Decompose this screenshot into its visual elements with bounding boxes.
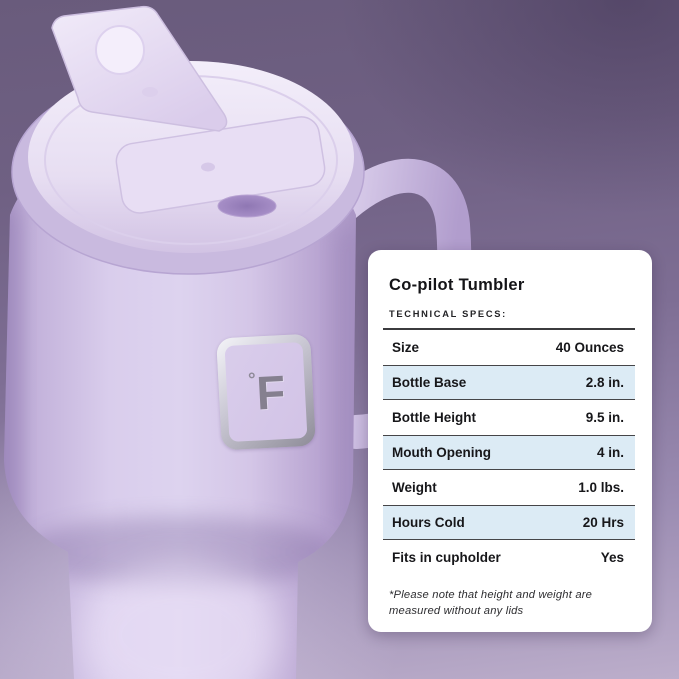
spec-row-weight: Weight 1.0 lbs. [383, 470, 635, 505]
spec-label: Weight [392, 480, 437, 495]
spec-row-cupholder: Fits in cupholder Yes [383, 540, 635, 575]
tumbler-body-shading [4, 210, 356, 679]
flap-plug [95, 25, 145, 75]
product-title: Co-pilot Tumbler [389, 276, 525, 294]
footnote: *Please note that height and weight are … [389, 589, 593, 617]
lid-flap [51, 5, 228, 132]
spec-value: 9.5 in. [585, 410, 624, 425]
spec-value: 40 Ounces [555, 340, 624, 355]
spec-row-hours-cold: Hours Cold 20 Hrs [383, 505, 635, 540]
spec-value: 20 Hrs [582, 515, 624, 530]
spec-row-mouth-opening: Mouth Opening 4 in. [383, 435, 635, 470]
spec-label: Mouth Opening [392, 445, 491, 460]
spec-label: Size [392, 340, 420, 355]
divider-line [383, 328, 635, 330]
flap-dimple [142, 87, 158, 97]
spec-row-bottle-base: Bottle Base 2.8 in. [383, 365, 635, 400]
spec-card: Co-pilot Tumbler TECHNICAL SPECS: Size 4… [368, 250, 652, 632]
spec-value: Yes [600, 550, 624, 565]
logo-degree-symbol: ° [247, 369, 257, 391]
spec-value: 2.8 in. [585, 375, 624, 390]
spec-table: Size 40 Ounces Bottle Base 2.8 in. Bottl… [383, 330, 635, 575]
spec-row-bottle-height: Bottle Height 9.5 in. [383, 400, 635, 435]
logo-letter: F [255, 364, 285, 419]
spec-label: Hours Cold [392, 515, 465, 530]
brand-logo: ° F [216, 333, 316, 451]
lid-dimple [201, 162, 215, 172]
spec-row-size: Size 40 Ounces [383, 330, 635, 365]
spec-label: Fits in cupholder [392, 550, 501, 565]
specs-heading: TECHNICAL SPECS: [389, 309, 507, 319]
spec-label: Bottle Base [392, 375, 467, 390]
brand-logo-plate: ° F [224, 342, 308, 442]
lid-drink-hole [217, 194, 277, 218]
spec-value: 1.0 lbs. [578, 480, 624, 495]
spec-value: 4 in. [596, 445, 624, 460]
spec-label: Bottle Height [392, 410, 476, 425]
